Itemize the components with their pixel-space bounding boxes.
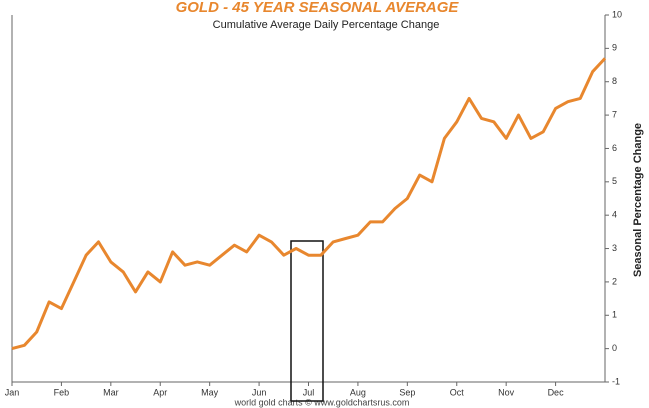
chart-title: GOLD - 45 YEAR SEASONAL AVERAGE [176, 0, 460, 16]
y-tick-label: 10 [612, 9, 622, 19]
chart-subtitle: Cumulative Average Daily Percentage Chan… [213, 19, 440, 31]
x-tick-label: Jun [252, 387, 267, 397]
x-tick-label: Mar [103, 387, 119, 397]
y-tick-label: 8 [612, 76, 617, 86]
y-tick-label: 9 [612, 43, 617, 53]
y-tick-label: 3 [612, 243, 617, 253]
x-tick-label: Apr [153, 387, 167, 397]
x-tick-label: Dec [548, 387, 565, 397]
footer: world gold charts © www.goldchartsrus.co… [234, 397, 410, 407]
line-series [11, 57, 607, 351]
x-tick-label: Feb [54, 387, 70, 397]
y-tick-label: 6 [612, 143, 617, 153]
y-axis-label: Seasonal Percentage Change [632, 123, 644, 277]
y-tick-label: -1 [612, 376, 620, 386]
x-tick-label: May [201, 387, 219, 397]
y-tick-label: 2 [612, 276, 617, 286]
x-tick-label: Jan [5, 387, 20, 397]
x-tick-label: Oct [450, 387, 465, 397]
y-tick-label: 5 [612, 176, 617, 186]
y-tick-label: 4 [612, 210, 617, 220]
x-tick-label: Jul [303, 387, 315, 397]
y-tick-label: 7 [612, 109, 617, 119]
y-tick-label: 1 [612, 310, 617, 320]
y-tick-label: 0 [612, 343, 617, 353]
x-tick-label: Aug [350, 387, 366, 397]
highlight-box [290, 240, 324, 402]
x-tick-label: Nov [498, 387, 515, 397]
x-tick-label: Sep [399, 387, 415, 397]
